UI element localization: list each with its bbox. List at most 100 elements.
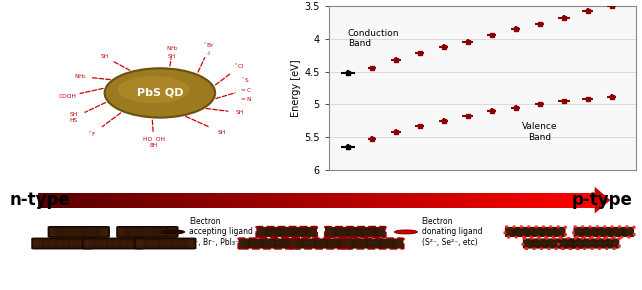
- Bar: [386, 193, 389, 208]
- Bar: [458, 193, 462, 208]
- Bar: [478, 193, 481, 208]
- Bar: [88, 193, 91, 208]
- Bar: [561, 193, 565, 208]
- Bar: [333, 193, 336, 208]
- Bar: [91, 193, 94, 208]
- Bar: [216, 193, 220, 208]
- Bar: [405, 193, 409, 208]
- Text: NH$_2$
SH: NH$_2$ SH: [166, 44, 178, 59]
- FancyBboxPatch shape: [559, 238, 620, 249]
- Bar: [219, 193, 222, 208]
- Bar: [586, 193, 590, 208]
- Bar: [105, 193, 108, 208]
- Bar: [436, 193, 439, 208]
- Bar: [548, 193, 551, 208]
- Bar: [506, 193, 509, 208]
- Bar: [250, 193, 253, 208]
- Bar: [302, 193, 306, 208]
- Bar: [146, 193, 150, 208]
- Bar: [467, 193, 470, 208]
- Bar: [202, 193, 205, 208]
- Bar: [338, 193, 342, 208]
- Ellipse shape: [118, 76, 189, 103]
- Bar: [355, 193, 359, 208]
- Bar: [444, 193, 447, 208]
- FancyBboxPatch shape: [83, 238, 143, 249]
- Bar: [99, 193, 103, 208]
- Bar: [69, 193, 72, 208]
- Bar: [252, 193, 256, 208]
- Bar: [377, 193, 381, 208]
- Bar: [225, 193, 228, 208]
- Text: $^*$Br
-I: $^*$Br -I: [203, 41, 215, 56]
- Bar: [508, 193, 512, 208]
- Bar: [575, 193, 578, 208]
- Bar: [157, 193, 161, 208]
- Bar: [188, 193, 191, 208]
- Bar: [127, 193, 130, 208]
- Bar: [155, 193, 158, 208]
- Bar: [422, 193, 426, 208]
- Bar: [182, 193, 186, 208]
- Bar: [380, 193, 384, 208]
- FancyBboxPatch shape: [325, 227, 386, 237]
- Bar: [121, 193, 125, 208]
- Bar: [536, 193, 540, 208]
- Bar: [233, 193, 236, 208]
- Bar: [550, 193, 553, 208]
- Bar: [447, 193, 451, 208]
- Bar: [411, 193, 414, 208]
- Text: $^*$Cl: $^*$Cl: [234, 62, 245, 71]
- Bar: [428, 193, 431, 208]
- Bar: [300, 193, 303, 208]
- Bar: [186, 193, 189, 208]
- Bar: [347, 193, 351, 208]
- Bar: [116, 193, 119, 208]
- Bar: [71, 193, 74, 208]
- Bar: [163, 193, 166, 208]
- FancyBboxPatch shape: [256, 227, 317, 237]
- Bar: [74, 193, 78, 208]
- Bar: [258, 193, 261, 208]
- FancyBboxPatch shape: [291, 238, 351, 249]
- Bar: [305, 193, 309, 208]
- Bar: [288, 193, 292, 208]
- Bar: [363, 193, 367, 208]
- FancyBboxPatch shape: [523, 238, 584, 249]
- Bar: [38, 193, 41, 208]
- Bar: [255, 193, 259, 208]
- Bar: [344, 193, 347, 208]
- Text: $^*$F: $^*$F: [88, 129, 97, 139]
- Text: Valence
Band: Valence Band: [522, 122, 557, 142]
- Bar: [213, 193, 217, 208]
- Bar: [313, 193, 317, 208]
- Bar: [44, 193, 47, 208]
- Bar: [483, 193, 487, 208]
- Bar: [430, 193, 434, 208]
- Bar: [294, 193, 297, 208]
- Bar: [177, 193, 180, 208]
- Bar: [280, 193, 284, 208]
- Bar: [569, 193, 573, 208]
- FancyBboxPatch shape: [573, 227, 634, 237]
- Bar: [102, 193, 105, 208]
- Bar: [166, 193, 169, 208]
- Bar: [358, 193, 361, 208]
- Bar: [553, 193, 557, 208]
- Bar: [269, 193, 272, 208]
- Bar: [94, 193, 97, 208]
- Bar: [375, 193, 378, 208]
- Bar: [200, 193, 203, 208]
- Bar: [77, 193, 80, 208]
- Bar: [369, 193, 372, 208]
- Bar: [500, 193, 503, 208]
- Bar: [519, 193, 523, 208]
- Bar: [559, 193, 562, 208]
- Bar: [403, 193, 406, 208]
- Bar: [227, 193, 230, 208]
- Bar: [539, 193, 542, 208]
- Bar: [413, 193, 417, 208]
- FancyBboxPatch shape: [117, 227, 178, 237]
- Bar: [65, 193, 69, 208]
- Bar: [113, 193, 116, 208]
